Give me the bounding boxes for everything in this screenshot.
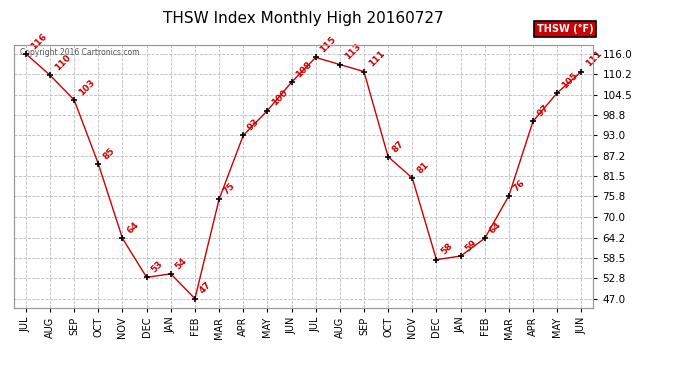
Text: 100: 100 xyxy=(270,88,290,108)
Text: 108: 108 xyxy=(295,60,314,80)
Text: 93: 93 xyxy=(246,117,262,133)
Text: 76: 76 xyxy=(512,178,527,193)
Text: 81: 81 xyxy=(415,160,431,175)
Text: 87: 87 xyxy=(391,139,406,154)
Text: 59: 59 xyxy=(464,238,479,253)
Text: THSW Index Monthly High 20160727: THSW Index Monthly High 20160727 xyxy=(164,11,444,26)
Text: 116: 116 xyxy=(29,32,48,51)
Text: 97: 97 xyxy=(536,103,551,118)
Text: 64: 64 xyxy=(488,220,503,236)
Text: 113: 113 xyxy=(343,42,362,62)
Text: 53: 53 xyxy=(150,260,165,274)
Text: 110: 110 xyxy=(53,53,72,72)
Text: 85: 85 xyxy=(101,146,117,161)
Text: 111: 111 xyxy=(584,49,604,69)
Text: 75: 75 xyxy=(222,181,237,196)
Text: 58: 58 xyxy=(440,242,455,257)
Text: 115: 115 xyxy=(319,35,338,55)
Text: 54: 54 xyxy=(174,256,189,271)
Text: 64: 64 xyxy=(126,220,141,236)
Text: 111: 111 xyxy=(367,49,386,69)
Text: 47: 47 xyxy=(198,280,213,296)
Text: Copyright 2016 Cartronics.com: Copyright 2016 Cartronics.com xyxy=(19,48,139,57)
Text: 105: 105 xyxy=(560,70,580,90)
Text: 103: 103 xyxy=(77,78,97,97)
Text: THSW (°F): THSW (°F) xyxy=(537,24,593,34)
